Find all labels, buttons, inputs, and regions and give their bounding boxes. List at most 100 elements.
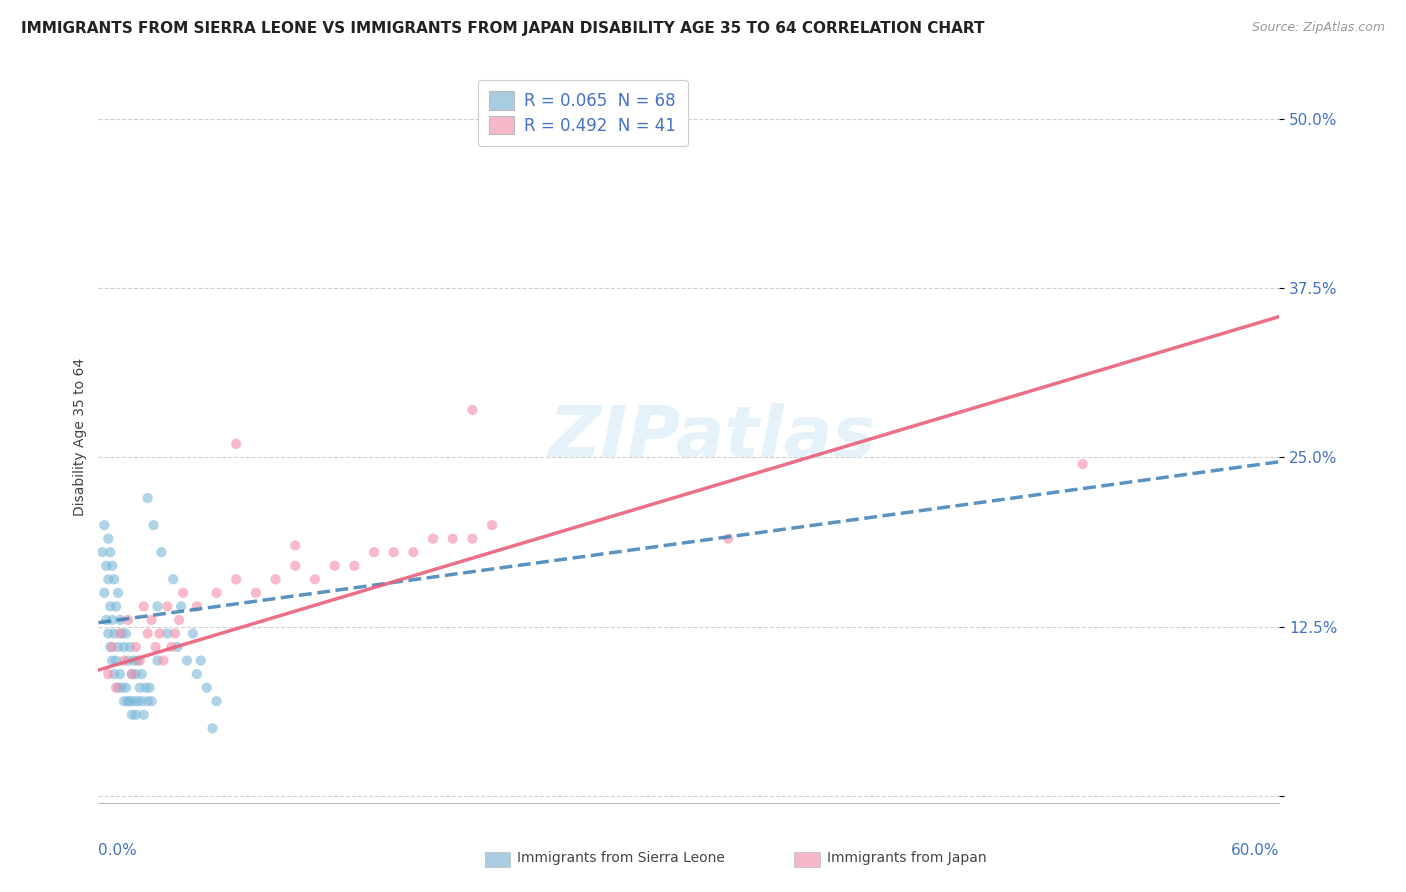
Point — [131, 667, 153, 681]
Point — [1071, 457, 1094, 471]
Point — [101, 640, 124, 654]
Point — [461, 532, 484, 546]
Point — [156, 626, 179, 640]
Point — [108, 667, 131, 681]
Point — [142, 518, 165, 533]
Point — [108, 613, 131, 627]
Point — [441, 532, 464, 546]
Point — [167, 613, 190, 627]
Point — [141, 613, 163, 627]
Point — [125, 640, 148, 654]
Point — [93, 518, 115, 533]
Point — [127, 694, 149, 708]
Point — [98, 545, 121, 559]
Point — [190, 654, 212, 668]
Point — [264, 572, 287, 586]
Point — [111, 626, 134, 640]
Point — [136, 491, 159, 505]
Point — [118, 694, 141, 708]
Point — [105, 681, 128, 695]
Point — [121, 707, 143, 722]
Point — [101, 558, 124, 573]
Point — [117, 694, 139, 708]
Point — [138, 681, 160, 695]
Point — [141, 694, 163, 708]
Point — [136, 626, 159, 640]
Point — [135, 681, 157, 695]
Point — [225, 572, 247, 586]
Text: Source: ZipAtlas.com: Source: ZipAtlas.com — [1251, 21, 1385, 34]
Point — [145, 640, 167, 654]
Point — [112, 654, 135, 668]
Point — [127, 654, 149, 668]
Point — [176, 654, 198, 668]
Point — [103, 572, 125, 586]
Point — [117, 654, 139, 668]
Point — [284, 538, 307, 552]
Point — [103, 626, 125, 640]
Point — [150, 545, 173, 559]
Point — [121, 667, 143, 681]
Point — [108, 626, 131, 640]
Point — [96, 613, 118, 627]
Point — [122, 654, 145, 668]
Point — [115, 681, 138, 695]
Point — [323, 558, 346, 573]
Point — [97, 626, 120, 640]
Point — [101, 613, 124, 627]
Y-axis label: Disability Age 35 to 64: Disability Age 35 to 64 — [73, 358, 87, 516]
Point — [186, 599, 208, 614]
Point — [97, 532, 120, 546]
Point — [284, 558, 307, 573]
Point — [103, 667, 125, 681]
Point — [162, 572, 184, 586]
Point — [186, 667, 208, 681]
Point — [382, 545, 405, 559]
Point — [461, 403, 484, 417]
Point — [97, 667, 120, 681]
Point — [97, 572, 120, 586]
Text: 0.0%: 0.0% — [98, 843, 138, 858]
Point — [363, 545, 385, 559]
Point — [132, 707, 155, 722]
Point — [128, 654, 150, 668]
Point — [245, 586, 267, 600]
Point — [146, 654, 169, 668]
Point — [205, 586, 228, 600]
Point — [122, 694, 145, 708]
Point — [128, 681, 150, 695]
Point — [107, 640, 129, 654]
Point — [98, 599, 121, 614]
Point — [105, 599, 128, 614]
Point — [172, 586, 194, 600]
Point — [131, 694, 153, 708]
Point — [118, 640, 141, 654]
Point — [195, 681, 218, 695]
Point — [402, 545, 425, 559]
Point — [125, 707, 148, 722]
Point — [205, 694, 228, 708]
Point — [225, 437, 247, 451]
Point — [121, 667, 143, 681]
Point — [166, 640, 188, 654]
Point — [112, 694, 135, 708]
Point — [136, 694, 159, 708]
Point — [117, 613, 139, 627]
Point — [125, 667, 148, 681]
Point — [343, 558, 366, 573]
Point — [112, 640, 135, 654]
Text: 60.0%: 60.0% — [1232, 843, 1279, 858]
Text: Immigrants from Japan: Immigrants from Japan — [827, 851, 987, 865]
Point — [132, 599, 155, 614]
Point — [165, 626, 187, 640]
Point — [96, 558, 118, 573]
Point — [98, 640, 121, 654]
Point — [107, 586, 129, 600]
Text: ZIPatlas: ZIPatlas — [548, 402, 876, 472]
Point — [181, 626, 204, 640]
Point — [91, 545, 114, 559]
Point — [152, 654, 174, 668]
Point — [93, 586, 115, 600]
Point — [156, 599, 179, 614]
Point — [481, 518, 503, 533]
